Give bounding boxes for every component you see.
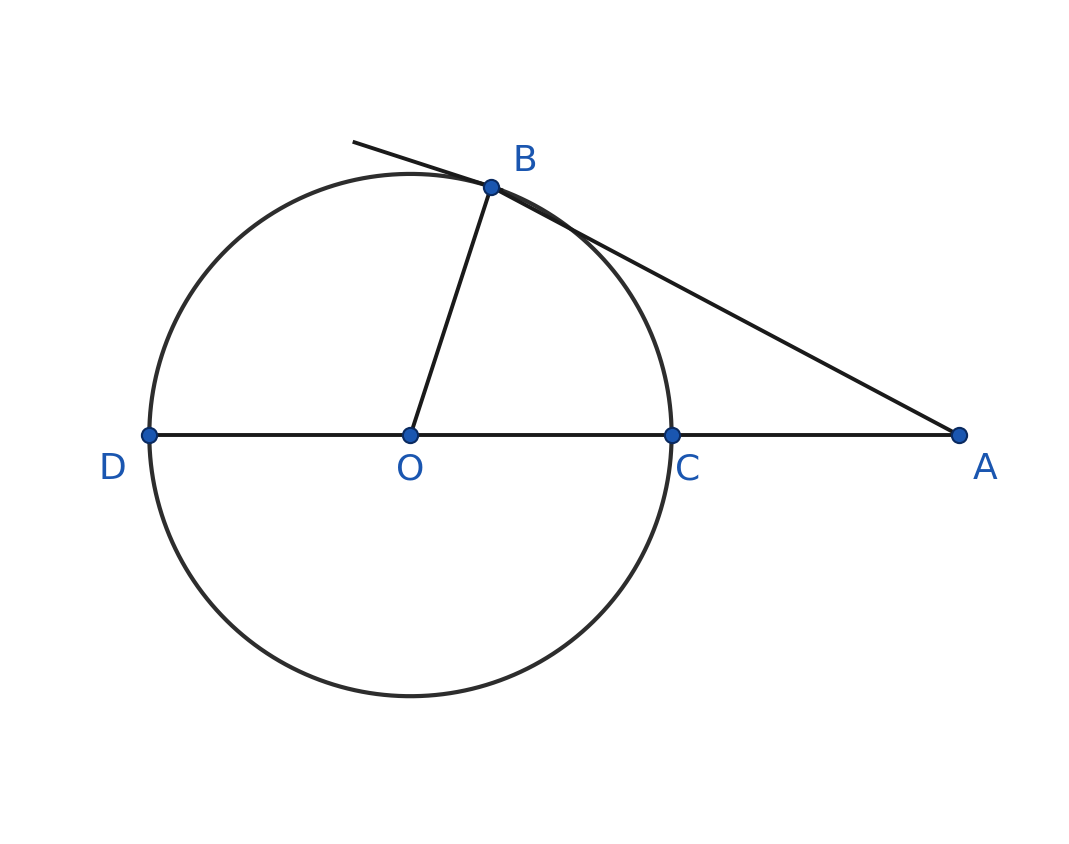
Point [482,180,499,193]
Text: B: B [513,143,538,177]
Point [950,428,967,441]
Point [141,428,158,441]
Text: C: C [675,452,700,486]
Text: O: O [397,452,424,486]
Text: A: A [973,452,997,486]
Text: D: D [98,452,126,486]
Point [402,428,419,441]
Point [663,428,680,441]
